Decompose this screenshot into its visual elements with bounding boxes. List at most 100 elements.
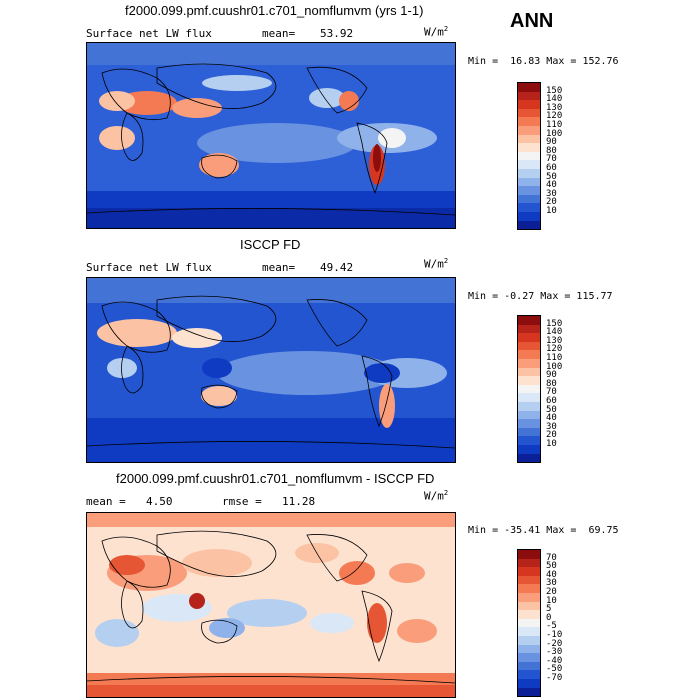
panel-3-min-max: Min = -35.41 Max = 69.75 xyxy=(468,525,619,536)
colorbar-swatch xyxy=(518,376,540,385)
colorbar-tick-label: 150 xyxy=(546,85,563,96)
colorbar-tick-label: -10 xyxy=(546,630,563,640)
panel-1-units: W/m2 xyxy=(424,25,449,39)
panel-2-variable: Surface net LW flux xyxy=(86,261,212,274)
colorbar-swatch xyxy=(518,384,540,394)
panel-3-rmse-value: 11.28 xyxy=(282,495,316,508)
colorbar-swatch xyxy=(518,203,540,212)
colorbar-tick-label: 50 xyxy=(546,404,557,415)
colorbar-tick-label: 60 xyxy=(546,163,557,173)
colorbar-swatch xyxy=(518,584,540,593)
colorbar-swatch xyxy=(518,687,540,697)
colorbar-tick-label: 20 xyxy=(546,430,557,441)
colorbar-tick-label: 10 xyxy=(546,595,557,606)
colorbar-tick-label: 110 xyxy=(546,353,563,363)
colorbar-swatch xyxy=(518,324,540,334)
colorbar-tick-label: 40 xyxy=(546,413,557,424)
panel-1-variable: Surface net LW flux xyxy=(86,27,212,40)
panel-2-units: W/m2 xyxy=(424,257,449,271)
colorbar-tick-label: 70 xyxy=(546,154,557,165)
colorbar-tick-label: -5 xyxy=(546,621,557,632)
panel-2-mean-value: 49.42 xyxy=(320,261,354,274)
colorbar-tick-label: 40 xyxy=(546,180,557,191)
colorbar-tick-label: -30 xyxy=(546,647,563,658)
panel-1-min-max: Min = 16.83 Max = 152.76 xyxy=(468,56,619,67)
colorbar-swatch xyxy=(518,108,540,118)
colorbar-swatch xyxy=(518,194,540,204)
colorbar-tick-label: -50 xyxy=(546,664,563,675)
colorbar-tick-label: 130 xyxy=(546,102,563,113)
colorbar-swatch xyxy=(518,627,540,636)
colorbar-swatch xyxy=(518,592,540,602)
panel-2-mean-label: mean= xyxy=(262,261,296,274)
colorbar-tick-label: 50 xyxy=(546,561,557,572)
colorbar-swatch xyxy=(518,186,540,195)
colorbar-tick-label: 80 xyxy=(546,145,557,156)
colorbar-tick-label: -40 xyxy=(546,655,563,666)
panel-3-colorbar xyxy=(517,549,541,698)
colorbar-swatch xyxy=(518,316,540,325)
colorbar-swatch xyxy=(518,601,540,611)
panel-2-min-max: Min = -0.27 Max = 115.77 xyxy=(468,291,613,302)
season-label: ANN xyxy=(510,10,554,32)
colorbar-swatch xyxy=(518,168,540,178)
colorbar-tick-label: 20 xyxy=(546,587,557,597)
colorbar-swatch xyxy=(518,177,540,187)
colorbar-tick-label: 100 xyxy=(546,361,563,372)
colorbar-tick-label: 10 xyxy=(546,439,557,449)
panel-3-map xyxy=(86,512,456,698)
colorbar-swatch xyxy=(518,117,540,126)
colorbar-swatch xyxy=(518,220,540,230)
colorbar-swatch xyxy=(518,550,540,559)
colorbar-tick-label: 80 xyxy=(546,378,557,389)
colorbar-swatch xyxy=(518,367,540,377)
colorbar-swatch xyxy=(518,393,540,402)
colorbar-tick-label: 90 xyxy=(546,370,557,381)
colorbar-tick-label: 130 xyxy=(546,335,563,346)
colorbar-swatch xyxy=(518,436,540,445)
colorbar-swatch xyxy=(518,91,540,101)
panel-2-title: ISCCP FD xyxy=(240,237,301,252)
colorbar-swatch xyxy=(518,453,540,463)
panel-3-units: W/m2 xyxy=(424,489,449,503)
panel-1-mean-value: 53.92 xyxy=(320,27,354,40)
colorbar-swatch xyxy=(518,410,540,420)
colorbar-swatch xyxy=(518,610,540,619)
colorbar-tick-label: 30 xyxy=(546,188,557,199)
colorbar-tick-label: 140 xyxy=(546,327,563,338)
colorbar-swatch xyxy=(518,567,540,576)
panel-2-map xyxy=(86,277,456,463)
colorbar-swatch xyxy=(518,333,540,342)
colorbar-swatch xyxy=(518,419,540,428)
colorbar-swatch xyxy=(518,143,540,152)
colorbar-tick-label: 70 xyxy=(546,552,557,563)
colorbar-tick-label: 140 xyxy=(546,94,563,105)
colorbar-swatch xyxy=(518,401,540,411)
colorbar-tick-label: 0 xyxy=(546,612,552,623)
colorbar-swatch xyxy=(518,100,540,109)
colorbar-swatch xyxy=(518,635,540,645)
panel-1-title: f2000.099.pmf.cuushr01.c701_nomflumvm (y… xyxy=(125,3,424,18)
panel-3-title: f2000.099.pmf.cuushr01.c701_nomflumvm - … xyxy=(116,471,435,486)
colorbar-tick-label: 90 xyxy=(546,137,557,148)
colorbar-swatch xyxy=(518,211,540,221)
colorbar-swatch xyxy=(518,341,540,351)
colorbar-tick-label: 20 xyxy=(546,197,557,208)
colorbar-swatch xyxy=(518,558,540,568)
colorbar-tick-label: 120 xyxy=(546,111,563,122)
panel-3-mean-label: mean = xyxy=(86,495,126,508)
panel-1-mean-label: mean= xyxy=(262,27,296,40)
panel-2-colorbar xyxy=(517,315,541,464)
panel-3-mean-value: 4.50 xyxy=(146,495,173,508)
colorbar-swatch xyxy=(518,350,540,359)
colorbar-swatch xyxy=(518,644,540,654)
colorbar-tick-label: -70 xyxy=(546,673,563,683)
panel-3-rmse-label: rmse = xyxy=(222,495,262,508)
colorbar-tick-label: 150 xyxy=(546,318,563,329)
colorbar-swatch xyxy=(518,358,540,368)
colorbar-swatch xyxy=(518,125,540,135)
colorbar-swatch xyxy=(518,653,540,662)
colorbar-tick-label: 110 xyxy=(546,120,563,130)
colorbar-tick-label: -20 xyxy=(546,638,563,649)
colorbar-tick-label: 50 xyxy=(546,171,557,182)
